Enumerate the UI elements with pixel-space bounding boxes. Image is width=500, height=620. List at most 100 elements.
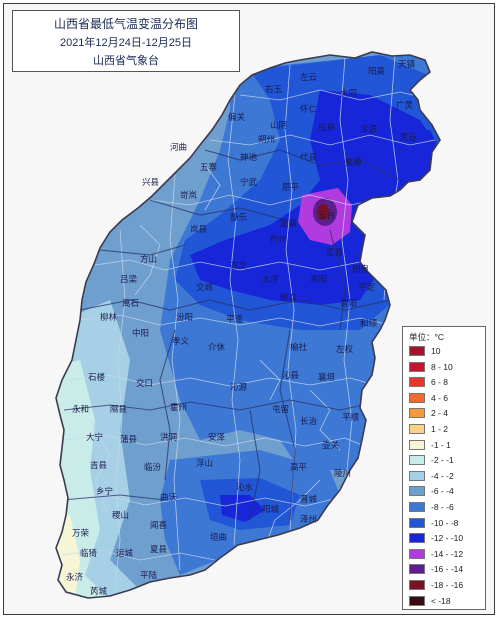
label-jiexiu: 介休 [208,342,226,352]
legend-unit: 单位：°C [409,332,445,342]
legend-swatch [409,424,425,434]
label-xiangyuan: 襄垣 [318,372,336,382]
label-hequ: 河曲 [170,142,187,152]
label-qinxian: 沁县 [282,370,300,380]
label-ruicheng: 芮城 [90,586,108,596]
legend-swatch [409,533,425,544]
label-kelan: 岢岚 [180,190,198,200]
label-dingxiang: 定襄 [280,218,298,228]
legend-item: 2 - 4 [409,407,448,419]
label-gaoping: 高平 [290,462,308,472]
legend-swatch [409,564,425,575]
label-liulin: 柳林 [100,312,118,322]
map-title: 山西省最低气温变温分布图 [53,17,198,31]
legend-item: -16 - -14 [409,563,463,575]
legend-item: 10 [409,345,440,357]
label-fangshan: 方山 [140,254,157,264]
legend-item: 8 - 10 [409,361,453,373]
legend-label: 10 [431,346,441,356]
legend-label: 1 - 2 [431,424,449,434]
legend-swatch [409,408,425,419]
legend-label: -12 - -10 [431,533,464,544]
label-yuncheng: 运城 [116,548,134,558]
label-lingchuan: 陵川 [334,468,351,478]
label-xingxian: 兴县 [142,177,160,187]
label-quwo: 曲沃 [160,492,178,502]
legend-item: -12 - -10 [409,532,463,544]
legend-item: -6 - -4 [409,485,454,497]
label-zuoyun: 左云 [300,72,318,82]
label-zhongyang: 中阳 [132,328,149,338]
label-guangling: 广灵 [396,100,414,110]
label-fanshi: 繁峙 [345,157,363,167]
legend-swatch [409,455,425,466]
label-yangcheng: 阳城 [262,504,280,514]
label-shuozhou: 朔州 [258,134,275,144]
legend-item: -1 - 1 [409,439,451,451]
legend-label: -4 - -2 [431,470,454,481]
legend-swatch [409,517,425,528]
legend-item: 1 - 2 [409,423,448,435]
label-shouyang: 寿阳 [310,274,327,284]
label-yuci: 榆次 [280,292,298,302]
label-pingding: 平定 [358,282,376,292]
legend-swatch [409,361,425,372]
legend-swatch [409,392,425,403]
label-daning: 大宁 [86,432,103,442]
map-date-range: 2021年12月24日-12月25日 [59,37,193,49]
label-yingxian: 应县 [318,122,336,132]
legend-swatch [409,470,425,481]
legend-swatch [409,595,425,606]
label-jiaocheng: 交城 [196,282,214,292]
label-jingle: 静乐 [230,212,248,222]
legend-swatch [409,502,425,512]
label-jixian: 吉县 [90,460,108,470]
label-wutai: 五台 [318,210,335,220]
legend-item: -2 - -1 [409,454,454,466]
legend-swatch [409,548,425,559]
label-lanxian: 岚县 [190,224,208,234]
label-jishan: 稷山 [112,510,129,520]
label-yanggao: 阳高 [368,66,385,76]
label-shilou: 石楼 [88,372,106,382]
legend-label: -14 - -12 [431,548,464,559]
label-xiangning: 乡宁 [96,486,113,496]
legend-swatch [409,377,425,388]
label-fushan: 浮山 [196,458,213,468]
label-tunliu: 屯留 [272,404,289,414]
label-shenchi: 神池 [240,152,258,162]
label-yuxian: 盂县 [326,247,344,257]
label-huozhou: 霍州 [170,402,187,412]
label-yonghe: 永和 [72,404,89,414]
legend-label: -8 - -6 [431,502,454,512]
label-gujiao: 古交 [230,260,248,270]
label-puxian: 蒲县 [120,434,138,444]
legend-item: -18 - -16 [409,579,463,591]
legend-label: -16 - -14 [431,564,464,575]
legend-label: 8 - 10 [431,361,453,372]
label-jincheng: 晋城 [300,494,318,504]
color-legend: 单位：°C 10 8 - 10 6 - 8 4 - 6 2 - 4 1 - 2 -1 - 1… [402,326,486,610]
legend-label: 2 - 4 [431,408,449,419]
label-lvliang: 吕梁 [120,274,138,284]
label-yongji: 永济 [66,572,84,582]
label-yuanping: 原平 [282,182,300,192]
legend-label: -18 - -16 [431,580,464,590]
legend-item: -10 - -8 [409,517,458,529]
label-lingqiu: 灵丘 [400,132,418,142]
legend-label: -1 - 1 [431,439,451,450]
label-pinglu: 平陆 [140,570,158,580]
label-jiaokou: 交口 [136,378,153,388]
label-pianguan: 偏关 [228,112,246,122]
legend-label: < -18 [431,595,451,606]
label-youyu: 右玉 [265,84,283,94]
legend-item: < -18 [409,595,451,607]
label-shanyin: 山阴 [270,120,287,130]
label-ningwu: 宁武 [240,177,258,187]
label-yangquan: 阳泉 [352,264,370,274]
label-yushe: 榆社 [290,342,308,352]
label-huguan: 壶关 [322,440,340,450]
label-heshun: 和顺 [360,318,378,328]
legend-swatch [409,580,425,590]
